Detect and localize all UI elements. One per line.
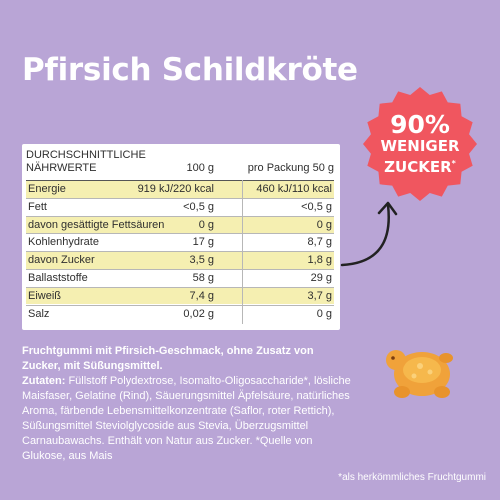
nutrient-label: Energie [28, 183, 66, 195]
value-per-portion: <0,5 g [301, 200, 332, 213]
nutrition-row: Ballaststoffe 58 g 29 g [26, 269, 334, 287]
nutrient-label: Kohlenhydrate [28, 236, 99, 249]
value-per-100g: 58 g [192, 272, 214, 284]
value-per-100g: 3,5 g [189, 254, 214, 267]
turtle-gummy-icon [386, 350, 453, 398]
footnote: *als herkömmliches Fruchtgummi [338, 472, 486, 483]
badge-percent: 90% [390, 110, 450, 139]
nutrient-label: Fett [28, 200, 47, 213]
nutrient-label: Eiweiß [28, 289, 62, 302]
ingredients-text: Zutaten: Füllstoff Polydextrose, Isomalt… [22, 374, 352, 464]
badge-line1: WENIGER [380, 137, 460, 155]
value-per-portion: 460 kJ/110 kcal [256, 183, 332, 195]
nutrient-label: Salz [28, 307, 50, 320]
value-per-100g: 17 g [192, 236, 214, 249]
nutrient-label: davon Zucker [28, 254, 95, 267]
nutrition-row: davon Zucker 3,5 g 1,8 g [26, 251, 334, 269]
product-description: Fruchtgummi mit Pfirsich-Geschmack, ohne… [22, 344, 352, 464]
value-per-portion: 3,7 g [307, 289, 332, 302]
header-col-100g: 100 g [186, 162, 214, 174]
value-per-portion: 8,7 g [307, 236, 332, 249]
value-per-100g: 919 kJ/220 kcal [137, 183, 214, 195]
header-line1: DURCHSCHNITTLICHE [26, 149, 146, 161]
value-per-100g: 7,4 g [189, 289, 214, 302]
nutrition-table: DURCHSCHNITTLICHE NÄHRWERTE 100 g pro Pa… [22, 144, 340, 330]
nutrition-row: Salz 0,02 g 0 g [26, 304, 334, 323]
header-label: DURCHSCHNITTLICHE NÄHRWERTE [26, 149, 196, 175]
nutrition-row: Fett <0,5 g <0,5 g [26, 197, 334, 216]
ingredients-list: Füllstoff Polydextrose, Isomalto-Oligosa… [22, 375, 351, 462]
value-per-portion: 0 g [316, 307, 332, 320]
badge-line2: ZUCKER* [384, 158, 456, 176]
value-per-portion: 0 g [316, 218, 332, 231]
value-per-portion: 1,8 g [307, 254, 332, 267]
badge-shape-icon [363, 87, 477, 201]
header-line2: NÄHRWERTE [26, 162, 97, 174]
sugar-reduction-badge: 90% WENIGER ZUCKER* [362, 86, 478, 202]
nutrition-row: Kohlenhydrate 17 g 8,7 g [26, 233, 334, 251]
ingredients-label: Zutaten: [22, 375, 66, 387]
value-per-100g: 0,02 g [183, 307, 214, 320]
arrow-icon [340, 201, 398, 267]
product-title: Pfirsich Schildkröte [22, 52, 358, 88]
value-per-100g: 0 g [198, 218, 214, 231]
nutrient-label: davon gesättigte Fettsäuren [28, 218, 165, 231]
nutrient-label: Ballaststoffe [28, 272, 88, 284]
nutrition-row: Energie 919 kJ/220 kcal 460 kJ/110 kcal [26, 180, 334, 198]
description-lead: Fruchtgummi mit Pfirsich-Geschmack, ohne… [22, 345, 314, 372]
value-per-portion: 29 g [310, 272, 332, 284]
header-col-portion: pro Packung 50 g [247, 162, 334, 174]
column-divider [242, 180, 243, 324]
nutrition-row: Eiweiß 7,4 g 3,7 g [26, 286, 334, 305]
nutrition-row: davon gesättigte Fettsäuren 0 g 0 g [26, 215, 334, 234]
value-per-100g: <0,5 g [183, 200, 214, 213]
